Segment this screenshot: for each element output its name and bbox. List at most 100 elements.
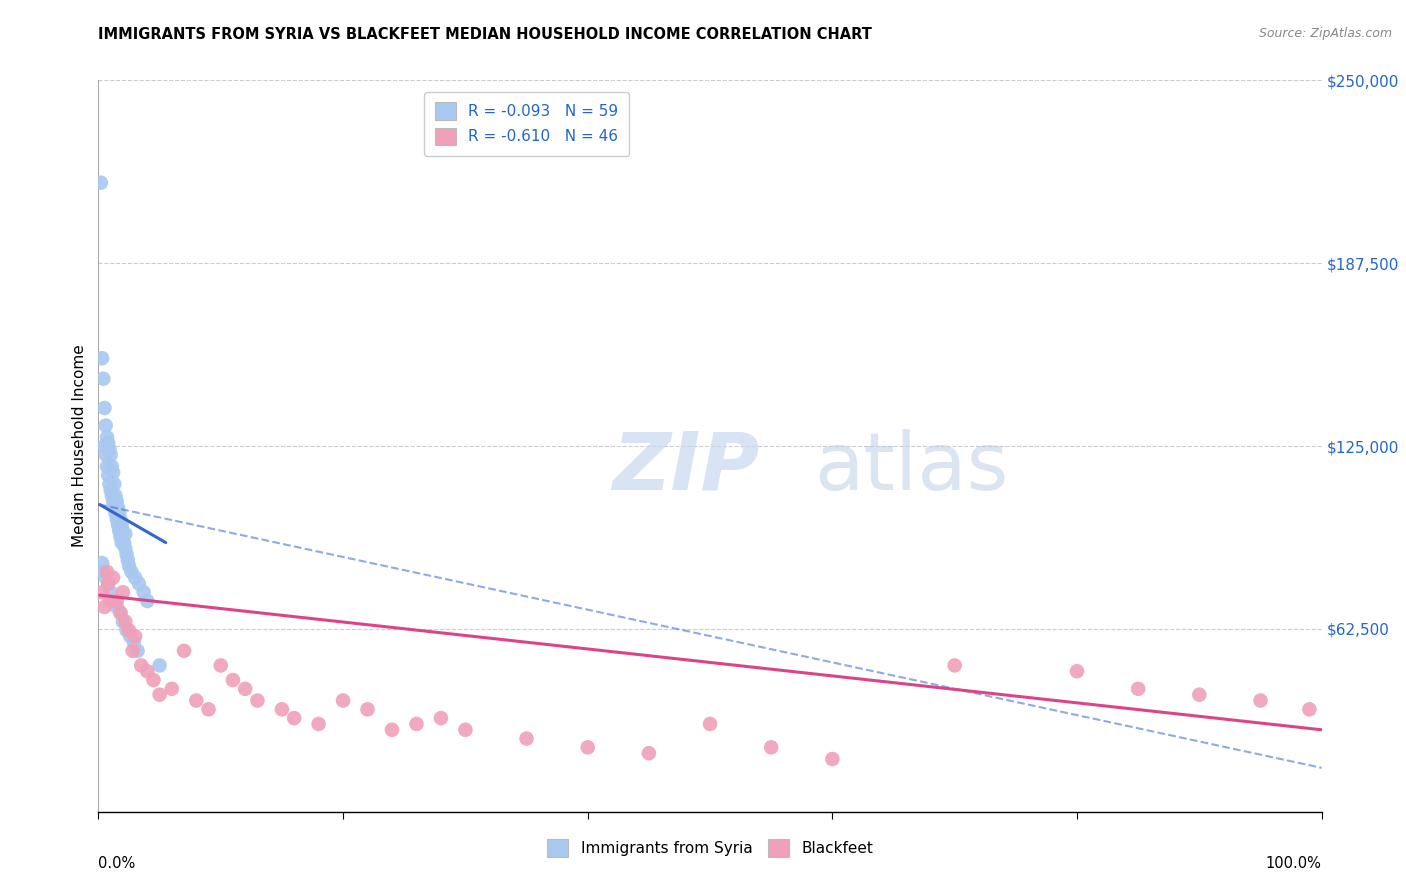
Point (761, 740, 783, 755)
Point (101, 571, 124, 585)
Point (1298, 702, 1320, 716)
Point (110, 530, 132, 544)
Point (308, 717, 330, 731)
Point (115, 547, 138, 561)
Point (576, 740, 599, 755)
Legend: Immigrants from Syria, Blackfeet: Immigrants from Syria, Blackfeet (538, 830, 882, 866)
Point (430, 711, 453, 725)
Point (132, 585, 155, 599)
Point (186, 693, 208, 707)
Point (454, 723, 477, 737)
Point (94, 418, 117, 433)
Point (149, 658, 172, 673)
Point (120, 629, 142, 643)
Point (114, 541, 136, 556)
Point (114, 615, 136, 629)
Point (124, 571, 146, 585)
Point (136, 594, 159, 608)
Point (120, 565, 142, 579)
Point (100, 448, 122, 462)
Point (105, 494, 128, 508)
Point (637, 746, 661, 760)
Point (91, 565, 114, 579)
Point (91, 585, 114, 599)
Point (103, 477, 125, 491)
Text: 0.0%: 0.0% (98, 855, 135, 871)
Point (110, 606, 132, 620)
Point (142, 673, 165, 687)
Point (114, 526, 136, 541)
Point (101, 494, 124, 508)
Point (381, 723, 404, 737)
Text: IMMIGRANTS FROM SYRIA VS BLACKFEET MEDIAN HOUSEHOLD INCOME CORRELATION CHART: IMMIGRANTS FROM SYRIA VS BLACKFEET MEDIA… (98, 27, 872, 42)
Point (111, 524, 134, 538)
Point (1128, 681, 1150, 696)
Point (515, 731, 537, 746)
Point (127, 644, 149, 658)
Point (222, 673, 245, 687)
Point (90, 176, 112, 190)
Point (209, 658, 232, 673)
Point (108, 506, 131, 520)
Text: Source: ZipAtlas.com: Source: ZipAtlas.com (1258, 27, 1392, 40)
Point (107, 500, 129, 515)
Point (100, 594, 122, 608)
Point (111, 535, 134, 549)
Point (101, 594, 124, 608)
Point (100, 585, 122, 599)
Point (283, 711, 305, 725)
Point (94, 448, 117, 462)
Point (233, 681, 256, 696)
Point (98, 442, 121, 456)
Point (1188, 688, 1211, 702)
Point (104, 506, 127, 520)
Point (111, 615, 134, 629)
Point (173, 644, 195, 658)
Point (91, 372, 114, 386)
Point (943, 658, 966, 673)
Point (112, 535, 135, 549)
Point (118, 624, 141, 638)
Point (149, 688, 172, 702)
Point (108, 524, 131, 538)
Point (118, 558, 141, 573)
Point (115, 624, 138, 638)
Point (1249, 693, 1271, 707)
Point (93, 439, 115, 453)
Point (91, 556, 114, 570)
Point (91, 351, 114, 366)
Point (821, 752, 844, 766)
Point (332, 693, 354, 707)
Point (93, 599, 115, 614)
Point (160, 681, 183, 696)
Point (1066, 665, 1088, 679)
Point (111, 585, 134, 599)
Point (94, 571, 117, 585)
Point (197, 702, 219, 716)
Point (105, 599, 128, 614)
Point (136, 665, 159, 679)
Point (356, 702, 378, 716)
Point (117, 553, 139, 567)
Point (124, 629, 146, 643)
Point (93, 401, 115, 415)
Point (246, 693, 269, 707)
Point (96, 459, 118, 474)
Text: atlas: atlas (814, 429, 1008, 507)
Point (121, 644, 143, 658)
Point (128, 576, 150, 591)
Point (270, 702, 294, 716)
Text: ZIP: ZIP (612, 429, 759, 507)
Point (97, 576, 120, 591)
Point (104, 489, 127, 503)
Point (96, 565, 118, 579)
Point (107, 518, 129, 533)
Point (97, 436, 120, 450)
Point (129, 658, 152, 673)
Point (105, 594, 128, 608)
Point (101, 459, 124, 474)
Point (100, 483, 122, 497)
Point (103, 500, 125, 515)
Point (110, 606, 132, 620)
Point (96, 430, 118, 444)
